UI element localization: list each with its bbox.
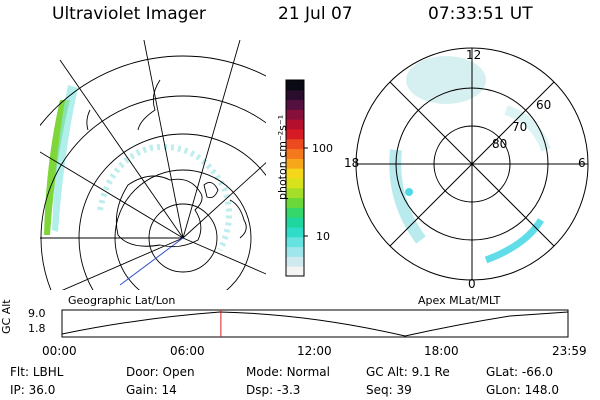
status-glon: GLon: 148.0 <box>486 383 559 397</box>
colorbar-tick-100: 100 <box>312 142 333 155</box>
auroral-band-green <box>44 100 70 235</box>
polar-plot <box>355 47 589 281</box>
date-label: 21 Jul 07 <box>278 4 353 24</box>
geo-map-content <box>40 40 266 290</box>
colorbar <box>285 79 308 277</box>
colorbar-swatch <box>286 99 304 110</box>
altitude-ytick-1.8: 1.8 <box>28 322 46 335</box>
colorbar-swatch <box>286 217 304 228</box>
status-mode: Mode: Normal <box>246 365 330 379</box>
colorbar-swatch <box>286 246 304 257</box>
status-gc-alt: GC Alt: 9.1 Re <box>366 365 450 379</box>
status-flt: Flt: LBHL <box>10 365 64 379</box>
colorbar-swatch <box>286 207 304 218</box>
mlt-label-0: 0 <box>468 277 476 291</box>
altitude-xtick-1200: 12:00 <box>297 344 332 358</box>
colorbar-swatch <box>286 138 304 150</box>
altitude-curve <box>61 311 569 337</box>
mlt-label-12: 12 <box>466 48 482 62</box>
mlt-label-6: 6 <box>578 156 586 170</box>
latitude-circles <box>40 55 266 290</box>
altitude-plot <box>61 309 569 338</box>
colorbar-swatch <box>286 256 304 267</box>
mlat-label-80: 80 <box>492 137 508 151</box>
status-ip: IP: 36.0 <box>10 383 56 397</box>
status-glat: GLat: -66.0 <box>486 365 553 379</box>
altitude-xtick-0000: 00:00 <box>42 344 77 358</box>
colorbar-swatch <box>286 168 304 179</box>
colorbar-swatch <box>286 129 304 140</box>
meridian-lines <box>40 40 266 290</box>
mlt-lines <box>356 48 588 280</box>
status-gain: Gain: 14 <box>126 383 177 397</box>
colorbar-swatch <box>286 109 304 120</box>
time-label: 07:33:51 UT <box>428 4 533 24</box>
status-dsp: Dsp: -3.3 <box>246 383 301 397</box>
mlat-label-70: 70 <box>512 120 528 134</box>
colorbar-swatch <box>286 236 304 248</box>
colorbar-swatch <box>286 227 304 238</box>
altitude-xtick-0600: 06:00 <box>170 344 205 358</box>
colorbar-swatch <box>286 89 304 101</box>
geo-map-label: Geographic Lat/Lon <box>68 294 176 307</box>
colorbar-swatch <box>286 178 304 189</box>
polar-plot-label: Apex MLat/MLT <box>418 294 501 307</box>
altitude-ylabel: GC Alt <box>0 299 13 334</box>
geographic-map <box>40 40 266 290</box>
polar-aurora <box>389 56 551 264</box>
colorbar-swatch <box>286 266 304 277</box>
altitude-ytick-9: 9.0 <box>28 307 46 320</box>
colorbar-swatch <box>286 80 304 91</box>
altitude-xtick-2359: 23:59 <box>552 344 587 358</box>
colorbar-swatch <box>286 119 304 130</box>
colorbar-swatch <box>286 158 304 169</box>
colorbar-label: photon cm⁻²s⁻¹ <box>276 114 289 200</box>
coastlines <box>86 79 247 248</box>
colorbar-tick-10: 10 <box>316 230 330 243</box>
colorbar-swatch <box>286 148 304 159</box>
altitude-xtick-1800: 18:00 <box>424 344 459 358</box>
instrument-title: Ultraviolet Imager <box>52 4 206 24</box>
colorbar-swatch <box>286 197 304 208</box>
terminator-line <box>119 237 184 286</box>
auroral-oval-faint <box>97 143 232 252</box>
colorbar-swatch <box>286 187 304 199</box>
status-door: Door: Open <box>126 365 195 379</box>
colorbar-gradient <box>286 80 304 277</box>
status-seq: Seq: 39 <box>366 383 412 397</box>
mlat-label-60: 60 <box>536 98 552 112</box>
mlt-label-18: 18 <box>344 156 360 170</box>
